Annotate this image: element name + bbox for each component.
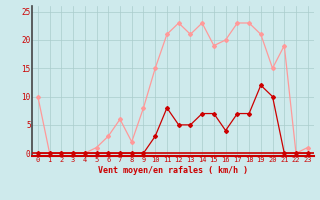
X-axis label: Vent moyen/en rafales ( km/h ): Vent moyen/en rafales ( km/h ) — [98, 166, 248, 175]
